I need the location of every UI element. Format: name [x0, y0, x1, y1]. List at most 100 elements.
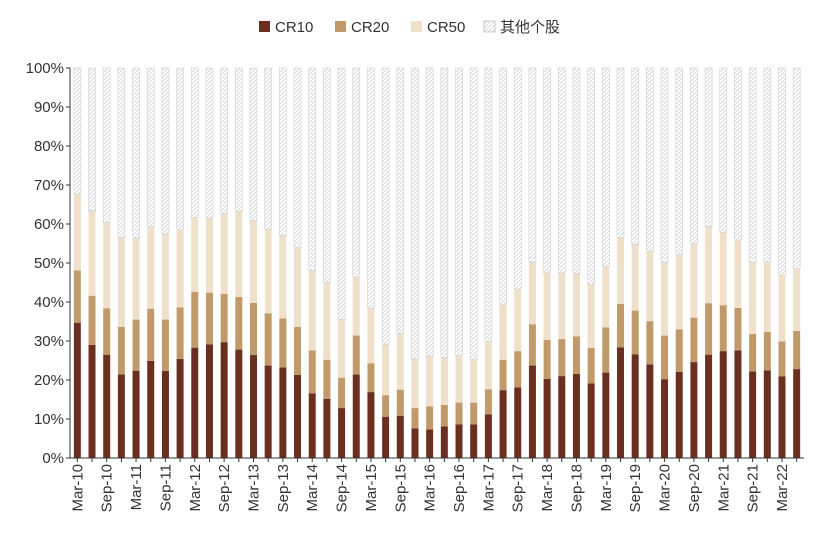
- bar-cr50-mar-22: [778, 275, 786, 342]
- bar-cr50-mar-21: [719, 232, 727, 306]
- bar-cr10-jun-22: [793, 369, 801, 458]
- bar-cr20-sep-19: [631, 310, 639, 355]
- bar-cr20-jun-18: [558, 339, 566, 377]
- bar-cr50-mar-14: [308, 270, 316, 351]
- bar-cr50-jun-22: [793, 268, 801, 331]
- bar-cr10-mar-20: [661, 379, 669, 458]
- bar-other-stocks-sep-11: [161, 67, 170, 235]
- y-tick-label-10: 100%: [26, 60, 64, 77]
- x-tick-label-mar-21: Mar-21: [715, 464, 732, 512]
- bar-cr10-jun-21: [734, 350, 742, 458]
- bar-cr50-jun-16: [440, 357, 448, 405]
- x-tick-label-mar-12: Mar-12: [187, 464, 204, 512]
- bar-other-stocks-jun-22: [792, 67, 801, 270]
- bar-cr10-jun-19: [617, 347, 624, 458]
- bar-other-stocks-sep-12: [220, 67, 228, 214]
- bar-cr20-dec-10: [117, 326, 125, 375]
- bar-cr50-dec-11: [176, 229, 184, 308]
- x-tick-label-mar-13: Mar-13: [246, 464, 263, 512]
- bar-cr10-mar-17: [484, 414, 492, 458]
- bar-cr10-mar-13: [250, 355, 257, 458]
- bar-cr50-dec-13: [294, 247, 302, 327]
- bar-cr10-dec-15: [411, 428, 419, 458]
- bar-cr20-mar-19: [602, 327, 610, 373]
- bar-cr50-dec-21: [763, 261, 771, 333]
- bar-cr20-dec-19: [646, 321, 654, 365]
- bar-cr20-mar-17: [484, 389, 492, 415]
- axes-group: 0% 10% 20% 30% 40% 50% 60% 70% 80% 90% 100% Mar-10 S…: [26, 60, 804, 512]
- bar-cr20-mar-16: [426, 406, 434, 430]
- bar-cr20-jun-11: [147, 308, 155, 361]
- bar-other-stocks-mar-21: [719, 67, 728, 233]
- y-tick-label-3: 30%: [34, 333, 64, 350]
- bar-cr50-mar-13: [250, 220, 257, 303]
- bar-other-stocks-mar-19: [602, 67, 610, 267]
- bar-cr50-sep-19: [631, 244, 639, 311]
- bar-cr10-mar-11: [132, 370, 140, 458]
- bar-cr10-sep-11: [161, 371, 169, 458]
- x-tick-label-sep-13: Sep-13: [275, 464, 292, 512]
- bar-cr20-sep-10: [103, 308, 111, 355]
- bar-cr10-mar-22: [778, 376, 786, 458]
- bar-cr10-sep-15: [396, 415, 404, 458]
- bar-cr50-sep-16: [455, 355, 463, 403]
- bar-cr20-mar-22: [778, 341, 786, 377]
- bar-cr10-mar-18: [543, 378, 551, 458]
- bar-other-stocks-jun-14: [323, 67, 331, 283]
- bar-cr20-mar-14: [308, 350, 316, 394]
- bar-cr10-jun-14: [323, 398, 331, 458]
- y-tick-label-2: 20%: [34, 372, 64, 389]
- bar-cr10-sep-17: [514, 387, 522, 458]
- bar-cr20-dec-20: [705, 303, 713, 355]
- bar-cr20-sep-15: [396, 389, 404, 416]
- bar-other-stocks-dec-19: [646, 67, 654, 252]
- bar-cr20-mar-20: [661, 335, 669, 380]
- bar-other-stocks-mar-17: [484, 67, 493, 342]
- bar-cr20-sep-17: [514, 351, 522, 388]
- bar-other-stocks-sep-20: [690, 67, 698, 244]
- bar-cr10-sep-12: [220, 342, 228, 458]
- bar-cr10-dec-16: [470, 424, 478, 458]
- bar-cr10-mar-10: [73, 322, 81, 458]
- legend-swatch-other-stocks: [483, 20, 496, 33]
- bar-cr50-mar-12: [191, 217, 199, 292]
- x-tick-label-mar-11: Mar-11: [128, 464, 145, 510]
- bar-cr10-sep-20: [690, 362, 698, 458]
- bar-other-stocks-jun-18: [557, 67, 566, 274]
- bar-cr50-dec-17: [528, 262, 536, 325]
- bar-cr10-sep-10: [103, 354, 111, 458]
- bar-cr20-dec-12: [235, 296, 243, 350]
- bar-cr50-dec-14: [352, 277, 360, 336]
- legend-label-cr20: CR20: [351, 19, 389, 36]
- x-tick-label-mar-17: Mar-17: [480, 464, 497, 512]
- bar-cr10-jun-10: [88, 344, 96, 458]
- x-tick-label-sep-14: Sep-14: [334, 464, 351, 512]
- bar-other-stocks-jun-11: [146, 67, 155, 228]
- bar-other-stocks-sep-18: [572, 67, 581, 274]
- bar-cr10-mar-21: [719, 351, 727, 458]
- legend-swatch-cr10: [259, 21, 270, 32]
- bar-cr20-mar-10: [73, 270, 81, 323]
- bar-cr50-sep-20: [690, 243, 698, 318]
- bar-cr20-jun-10: [88, 295, 96, 345]
- bar-cr20-jun-13: [264, 313, 272, 366]
- bar-cr10-dec-18: [587, 383, 595, 458]
- bar-cr10-sep-19: [631, 354, 639, 458]
- x-tick-label-mar-22: Mar-22: [774, 464, 791, 512]
- bar-other-stocks-sep-14: [337, 67, 346, 320]
- bar-other-stocks-sep-21: [748, 67, 757, 263]
- bar-other-stocks-mar-16: [425, 67, 434, 357]
- y-tick-label-6: 60%: [34, 216, 64, 233]
- x-tick-label-sep-10: Sep-10: [99, 464, 116, 512]
- bar-other-stocks-sep-16: [455, 67, 463, 356]
- bar-cr20-sep-13: [279, 318, 287, 368]
- bar-cr50-jun-19: [617, 237, 624, 304]
- bar-other-stocks-dec-12: [235, 67, 243, 212]
- bar-cr10-dec-21: [763, 370, 771, 458]
- bar-cr50-dec-10: [117, 237, 125, 327]
- bar-cr10-mar-19: [602, 372, 610, 458]
- bar-cr10-dec-19: [646, 364, 654, 458]
- bar-cr20-sep-16: [455, 402, 463, 425]
- bar-cr20-mar-11: [132, 319, 140, 371]
